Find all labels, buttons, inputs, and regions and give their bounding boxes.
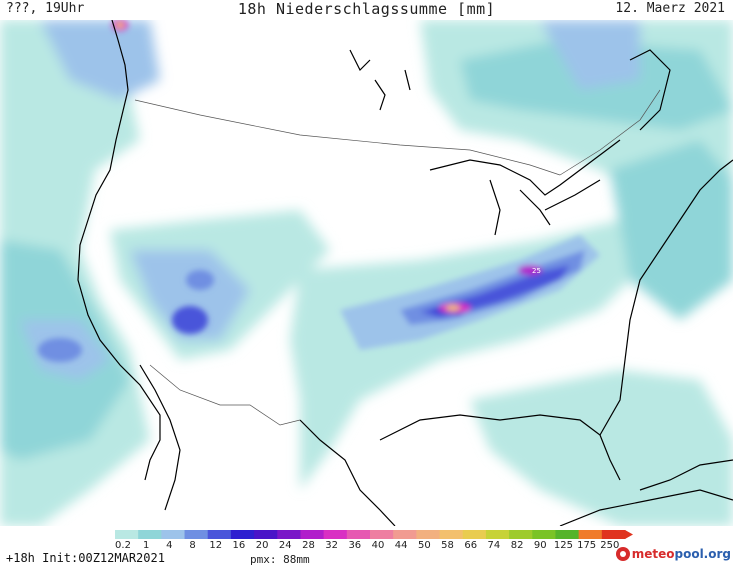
coastlines (77, 20, 733, 526)
colorbar-segment (115, 530, 139, 539)
colorbar-tick-label: 125 (553, 540, 573, 551)
colorbar-segment (277, 530, 301, 539)
colorbar-tick-label: 1 (142, 540, 150, 551)
colorbar-arrow (625, 530, 633, 539)
cell-label: 25 (532, 267, 541, 275)
precipitation-map: 25 (0, 20, 733, 526)
colorbar-segment (184, 530, 209, 539)
colorbar-segment (161, 530, 186, 539)
colorbar-tick-label: 44 (394, 540, 408, 551)
colorbar-segment (532, 530, 556, 539)
colorbar-tick-label: 28 (302, 540, 315, 551)
colorbar-tick-label: 90 (533, 540, 547, 551)
borders (134, 89, 661, 426)
colorbar-tick-label: 66 (464, 540, 478, 551)
meteopool-logo: meteo pool.org (615, 544, 731, 564)
colorbar-tick-label: 24 (278, 540, 292, 551)
colorbar-tick-label: 36 (348, 540, 362, 551)
valid-time-label: ???, 19Uhr (6, 1, 85, 16)
colorbar-segment (416, 530, 441, 539)
colorbar-segment (300, 530, 325, 539)
colorbar-segment (393, 530, 417, 539)
precip-core (38, 20, 600, 362)
colorbar-tick-label: 16 (232, 540, 246, 551)
colorbar-segment (254, 530, 278, 539)
precip-field (0, 20, 733, 526)
max-precip-label: pmx: 88mm (250, 553, 310, 566)
colorbar-tick-label: 50 (417, 540, 431, 551)
colorbar-tick-label: 0.2 (115, 540, 131, 551)
colorbar-segment (578, 530, 603, 539)
colorbar (115, 530, 633, 539)
colorbar-tick-label: 175 (577, 540, 597, 551)
colorbar-segment (230, 530, 255, 539)
colorbar-tick-label: 58 (441, 540, 454, 551)
colorbar-segment (509, 530, 533, 539)
colorbar-segment (601, 530, 626, 539)
colorbar-tick-label: 74 (487, 540, 501, 551)
colorbar-tick-label: 32 (325, 540, 338, 551)
colorbar-segment (207, 530, 232, 539)
map-title: 18h Niederschlagssumme [mm] (237, 0, 496, 18)
footer: 0.2 1 4 8 12 16 20 24 28 32 36 40 44 50 58 66 74 82 90 125 1… (0, 526, 733, 566)
colorbar-tick-labels: 0.2 1 4 8 12 16 20 24 28 32 36 40 44 50 58 66 74 82 90 125 1… (0, 540, 733, 552)
colorbar-tick-label: 4 (166, 540, 173, 551)
colorbar-segment (323, 530, 348, 539)
header: ???, 19Uhr 18h Niederschlagssumme [mm] 1… (0, 0, 733, 20)
colorbar-segment (138, 530, 162, 539)
colorbar-segment (555, 530, 580, 539)
colorbar-tick-label: 82 (510, 540, 524, 551)
colorbar-segment (439, 530, 464, 539)
logo-word-pool: pool.org (674, 547, 731, 561)
logo-word-meteo: meteo (631, 547, 675, 561)
colorbar-segment (346, 530, 371, 539)
colorbar-tick-label: 250 (600, 540, 620, 551)
logo-drop-icon (615, 547, 630, 561)
colorbar-tick-label: 40 (371, 540, 385, 551)
colorbar-segment (485, 530, 510, 539)
colorbar-tick-label: 12 (209, 540, 223, 551)
colorbar-tick-label: 8 (189, 540, 196, 551)
colorbar-segment (370, 530, 394, 539)
colorbar-segment (462, 530, 487, 539)
date-label: 12. Maerz 2021 (615, 1, 725, 16)
init-time-label: +18h Init:00Z12MAR2021 (6, 551, 165, 565)
colorbar-tick-label: 20 (255, 540, 269, 551)
